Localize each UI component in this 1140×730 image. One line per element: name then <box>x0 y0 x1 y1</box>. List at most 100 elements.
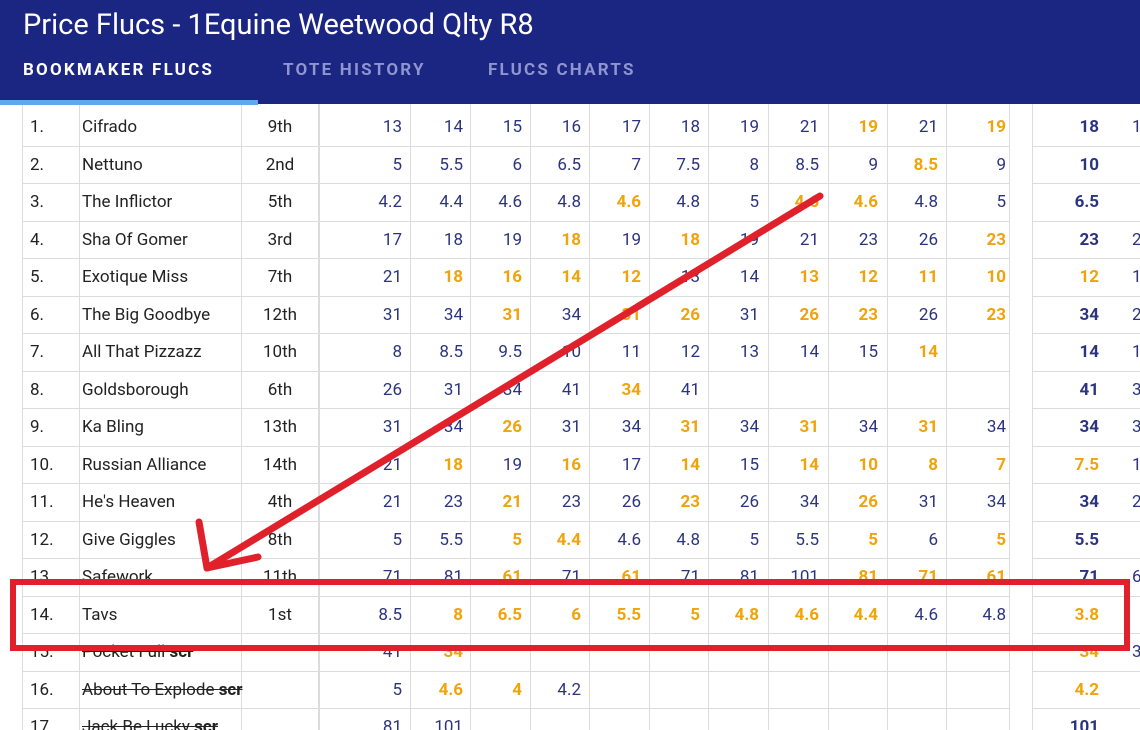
name-text: The Big Goodbye <box>82 304 211 325</box>
price: 9.5 <box>498 342 522 362</box>
runner-name: The Inflictor <box>82 184 172 221</box>
price: 15 <box>739 454 759 475</box>
name-text: Sha Of Gomer <box>82 229 188 250</box>
price: 31 <box>502 304 522 325</box>
extra-value: 2 <box>1132 304 1140 325</box>
row-divider <box>22 483 1009 484</box>
price: 5 <box>749 529 759 550</box>
price: 4.8 <box>914 192 938 212</box>
row-divider <box>22 670 1009 672</box>
price: 6 <box>512 154 522 175</box>
price: 6 <box>571 604 581 625</box>
price: 12 <box>858 267 878 287</box>
price: 13 <box>382 117 402 137</box>
name-text: Exotique Miss <box>82 267 189 287</box>
finish: 7th <box>267 267 293 287</box>
column-divider <box>22 104 23 730</box>
rank: 1. <box>30 117 45 137</box>
row-divider <box>22 558 1009 559</box>
runner-name: Sha Of Gomer <box>82 222 188 259</box>
final-price: 4.2 <box>1074 679 1099 700</box>
name-text: Goldsborough <box>82 379 189 400</box>
name-text: Jack Be Lucky <box>82 717 190 730</box>
rank: 2. <box>30 154 45 175</box>
extra-value: 1 <box>1132 342 1140 362</box>
row-divider <box>22 370 1009 372</box>
column-divider <box>708 104 709 730</box>
arrow <box>195 192 824 572</box>
price: 31 <box>739 304 759 325</box>
price: 4.6 <box>794 604 819 625</box>
runner-name: Exotique Miss <box>82 259 188 296</box>
price: 21 <box>918 117 938 137</box>
price: 14 <box>799 454 819 475</box>
runner-name: Goldsborough <box>82 372 189 409</box>
price: 5 <box>392 679 402 700</box>
rank: 14. <box>30 604 54 625</box>
price: 34 <box>858 417 878 437</box>
finish: 1st <box>268 604 292 625</box>
row-divider <box>1032 183 1140 184</box>
final-price: 10 <box>1079 154 1099 175</box>
price: 21 <box>799 229 819 250</box>
row-divider <box>1032 333 1140 334</box>
price: 14 <box>443 117 463 137</box>
tab[interactable]: FLUCS CHARTS <box>488 60 636 80</box>
row-divider <box>1032 558 1140 559</box>
finish: 6th <box>267 379 293 400</box>
runner-name: Nettuno <box>82 147 143 184</box>
row-divider <box>1032 370 1140 372</box>
final-price: 6.5 <box>1074 192 1099 212</box>
tab[interactable]: BOOKMAKER FLUCS <box>23 60 215 80</box>
column-divider <box>470 104 471 730</box>
price: 4.8 <box>982 604 1006 625</box>
price: 4.2 <box>378 192 402 212</box>
row-divider <box>1032 445 1140 447</box>
row-divider <box>1032 145 1140 147</box>
extra-value: 1 <box>1132 454 1140 475</box>
price: 34 <box>621 417 641 437</box>
price: 16 <box>561 454 581 475</box>
row-divider <box>1032 595 1140 597</box>
final-price: 5.5 <box>1074 529 1099 550</box>
name-text: Ka Bling <box>82 417 144 437</box>
name-text: Russian Alliance <box>82 454 207 475</box>
finish: 5th <box>267 192 293 212</box>
price: 4.6 <box>853 192 878 212</box>
scratched-tag: scr <box>218 679 243 700</box>
price: 19 <box>986 117 1006 137</box>
price: 26 <box>621 492 641 512</box>
runner-name: All That Pizzazz <box>82 334 202 371</box>
price: 7.5 <box>676 154 700 175</box>
price: 13 <box>799 267 819 287</box>
runner-name: Tavs <box>82 597 117 634</box>
tab[interactable]: TOTE HISTORY <box>283 60 426 80</box>
extra-value: 3 <box>1132 379 1140 400</box>
price: 41 <box>561 379 581 400</box>
price: 9 <box>996 154 1006 175</box>
price: 81 <box>382 717 402 730</box>
price: 18 <box>443 267 463 287</box>
price: 18 <box>680 229 700 250</box>
price: 4.6 <box>498 192 522 212</box>
column-divider <box>1032 104 1033 730</box>
price: 11 <box>621 342 641 362</box>
column-divider <box>241 104 242 730</box>
price: 19 <box>502 454 522 475</box>
price: 8 <box>928 454 938 475</box>
price: 17 <box>621 117 641 137</box>
finish: 3rd <box>267 229 293 250</box>
finish: 12th <box>262 304 298 325</box>
price: 5 <box>690 604 700 625</box>
price: 23 <box>858 229 878 250</box>
column-divider <box>530 104 531 730</box>
extra-value: 2 <box>1132 492 1140 512</box>
header: Price Flucs - 1Equine Weetwood Qlty R8 B… <box>0 0 1140 105</box>
price: 10 <box>858 454 878 475</box>
price: 14 <box>561 267 581 287</box>
final-price: 23 <box>1079 229 1099 250</box>
price: 5 <box>996 192 1006 212</box>
price: 31 <box>561 417 581 437</box>
price: 8 <box>749 154 759 175</box>
